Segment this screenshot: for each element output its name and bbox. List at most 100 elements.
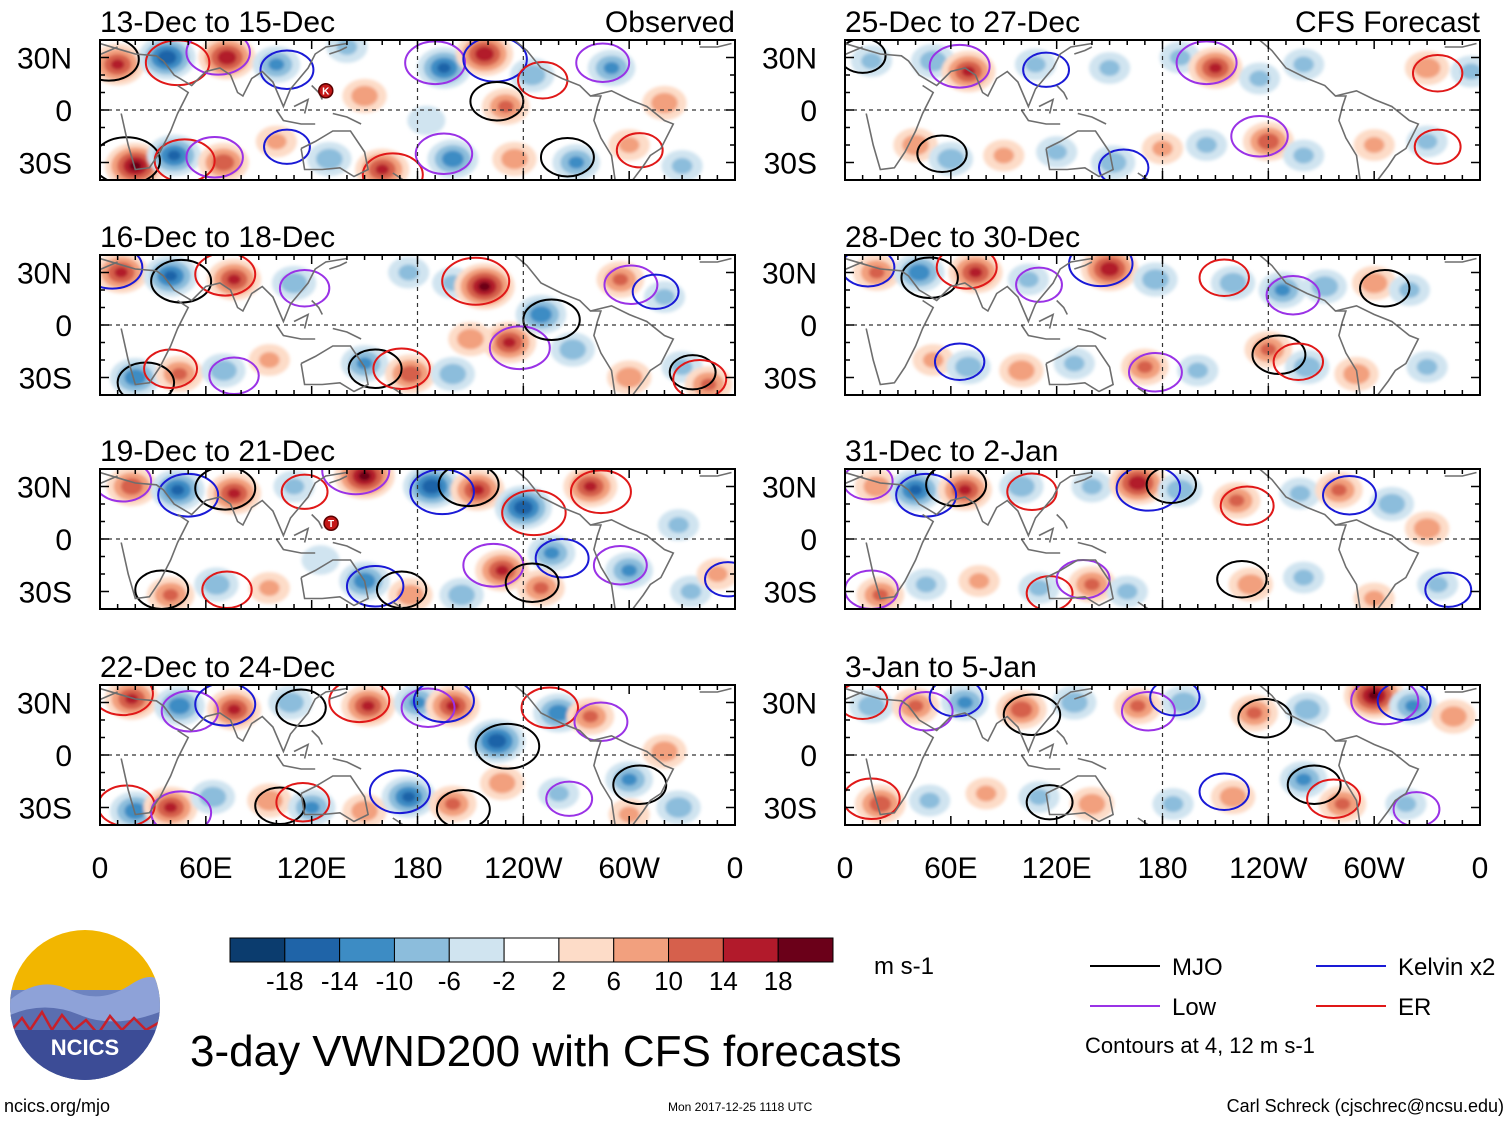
anomaly-0-11	[655, 96, 674, 110]
anomaly-3-21	[548, 785, 569, 802]
anomaly-4-3	[1025, 56, 1046, 73]
anomaly-4-8	[1293, 56, 1314, 73]
anomaly-5-5	[1146, 272, 1165, 287]
anomaly-5-16	[1187, 362, 1209, 379]
timestamp: Mon 2017-12-25 1118 UTC	[668, 1100, 813, 1114]
anomaly-2-13	[668, 517, 689, 533]
wave-contour-7-19	[1286, 764, 1342, 805]
tc-marker	[318, 83, 334, 99]
panel-5: 30N 0 30S 28-Dec to 30-Dec	[762, 221, 1481, 396]
anomaly-0-6	[437, 62, 451, 74]
wave-contour-6-12	[845, 569, 899, 609]
coastline-3-6	[590, 734, 675, 825]
site-link[interactable]: ncics.org/mjo	[4, 1096, 111, 1116]
wave-contour-2-15	[201, 570, 253, 609]
anomaly-2-5	[425, 481, 438, 492]
coastline-1-6	[590, 304, 675, 395]
anomaly-7-15	[1028, 789, 1050, 805]
anomaly-2-11	[583, 481, 598, 492]
coastline-6-1	[845, 475, 863, 485]
coastline-5-4	[1137, 387, 1149, 395]
wave-contour-7-7	[1237, 698, 1293, 739]
coastline-0-4	[392, 172, 404, 180]
coastline-3-11	[311, 729, 324, 745]
anomaly-7-2	[957, 696, 973, 709]
coastline-1-12	[329, 261, 348, 270]
anomaly-2-16	[259, 580, 280, 596]
coastline-0-9	[293, 98, 310, 114]
anomaly-5-1	[911, 266, 927, 279]
coastline-5-9	[1038, 313, 1055, 329]
y-tick-label: 0	[800, 310, 817, 343]
anomaly-1-18	[403, 368, 418, 380]
colorbar-swatch-2	[339, 937, 395, 963]
coastline-5-10	[1077, 327, 1107, 340]
anomaly-2-3	[283, 478, 305, 495]
wave-contour-4-0	[845, 40, 887, 74]
anomaly-2-19	[452, 588, 471, 602]
y-tick-label: 30N	[762, 688, 817, 721]
coastline-1-10	[332, 327, 362, 340]
wave-contour-4-15	[1098, 148, 1150, 180]
coastline-5-6	[1335, 304, 1420, 395]
coastline-6-9	[1038, 527, 1055, 543]
coastline-6-5	[1258, 469, 1361, 609]
panel-title: 28-Dec to 30-Dec	[845, 221, 1080, 254]
anomaly-7-17	[1162, 796, 1184, 812]
anomaly-5-17	[1260, 343, 1277, 356]
wave-contour-5-2	[935, 255, 998, 290]
x-tick-label: 60W	[598, 852, 660, 885]
anomaly-4-14	[1046, 144, 1067, 160]
anomaly-7-21	[1395, 796, 1417, 812]
wave-contour-7-6	[1149, 685, 1201, 717]
anomaly-6-20	[1363, 590, 1385, 607]
legend-label-0: MJO	[1172, 954, 1223, 981]
coastline-7-5	[1258, 685, 1361, 825]
panel-4: 30N 0 30S 25-Dec to 27-Dec CFS Forecast	[762, 6, 1481, 181]
wave-contour-1-6	[441, 256, 511, 306]
anomaly-0-0	[110, 59, 125, 70]
coastline-4-7	[1444, 42, 1477, 48]
y-tick-label: 30S	[764, 577, 817, 610]
anomaly-3-8	[551, 707, 566, 719]
wave-contour-3-19	[435, 789, 491, 825]
wave-contour-2-6	[437, 469, 500, 508]
anomaly-3-17	[355, 804, 374, 818]
anomaly-7-19	[1295, 773, 1312, 786]
colorbar-tick-label: -18	[266, 966, 304, 996]
colorbar-swatch-8	[668, 937, 724, 963]
anomaly-0-3	[268, 58, 285, 71]
anomaly-6-3	[1012, 479, 1031, 494]
anomaly-1-7	[502, 337, 516, 348]
y-tick-label: 0	[55, 524, 72, 557]
wave-contour-5-12	[933, 342, 986, 381]
anomaly-0-2	[220, 52, 234, 63]
colorbar-tick-label: -10	[376, 966, 414, 996]
wave-contour-7-3	[1002, 693, 1062, 737]
coastline-7-2	[865, 729, 935, 816]
x-tick-label: 120W	[1229, 852, 1308, 885]
colorbar-tick-label: -14	[321, 966, 359, 996]
coastline-0-1	[100, 46, 118, 56]
coastline-1-7	[699, 257, 732, 263]
anomaly-3-2	[227, 704, 241, 715]
wave-contour-4-12	[916, 134, 968, 173]
wave-contour-4-2	[928, 43, 991, 89]
anomaly-4-20	[1363, 137, 1385, 153]
coastline-1-4	[392, 387, 404, 395]
colorbar-tick-label: -6	[438, 966, 461, 996]
wave-contour-1-18	[372, 347, 431, 391]
wave-contour-5-18	[1272, 342, 1325, 381]
coastline-1-2	[120, 299, 190, 386]
coastline-2-2	[120, 513, 190, 600]
colorbar-tick-label: 10	[654, 966, 683, 996]
anomaly-4-17	[1196, 137, 1217, 153]
anomaly-0-15	[266, 133, 287, 150]
panel-title: 3-Jan to 5-Jan	[845, 651, 1037, 684]
anomaly-7-12	[873, 798, 888, 810]
coastline-7-6	[1335, 734, 1420, 825]
y-tick-label: 30S	[19, 363, 72, 396]
wave-contour-1-0	[100, 255, 144, 290]
anomaly-4-0	[861, 53, 882, 69]
anomaly-1-14	[171, 367, 188, 381]
